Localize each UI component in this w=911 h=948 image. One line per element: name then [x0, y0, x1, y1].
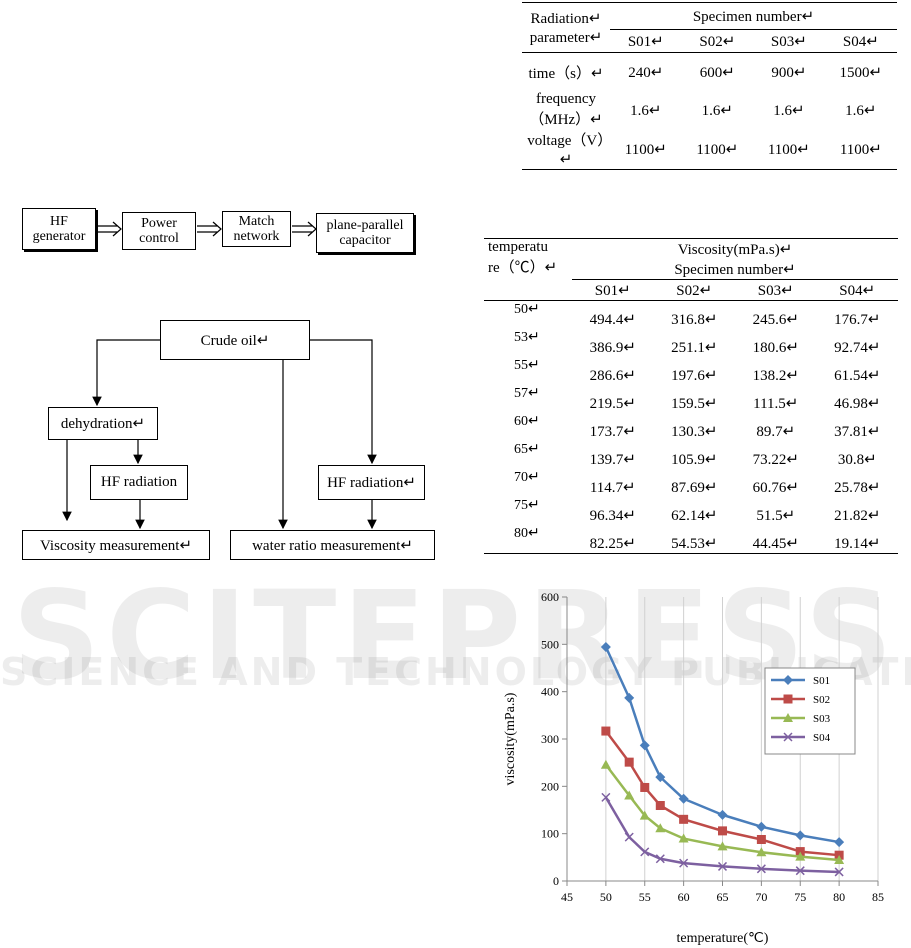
- table-cell: 173.7↵: [589, 424, 636, 440]
- flow-node: HF radiation↵: [318, 465, 425, 500]
- table-cell: 60↵: [514, 414, 540, 429]
- table-cell: 1.6↵: [845, 102, 877, 119]
- diagram-node: HF generator: [22, 208, 96, 250]
- table-header: temperatu re（℃）↵: [484, 238, 572, 301]
- table-cell: 75↵: [514, 498, 540, 513]
- table-cell: 286.6↵: [589, 368, 636, 384]
- table-cell: 130.3↵: [671, 424, 718, 440]
- table-row: 80↵ 82.25↵ 54.53↵ 44.45↵ 19.14↵: [484, 525, 898, 554]
- table-cell: 240↵: [628, 64, 664, 81]
- table-cell: 89.7↵: [756, 424, 796, 440]
- table-cell: 51.5↵: [756, 508, 796, 524]
- table-cell: 53↵: [514, 330, 540, 345]
- table-cell: 61.54↵: [834, 368, 881, 384]
- table-cell: 1100↵: [839, 141, 882, 158]
- table-cell: 316.8↵: [671, 312, 718, 328]
- table-cell: frequency（MHz）↵: [529, 91, 603, 128]
- table-cell: 1100↵: [696, 141, 739, 158]
- table-row: voltage（V）↵ 1100↵ 1100↵ 1100↵ 1100↵: [522, 129, 897, 170]
- table-cell: 176.7↵: [834, 312, 881, 328]
- table-row: 60↵ 173.7↵ 130.3↵ 89.7↵ 37.81↵: [484, 413, 898, 441]
- table-cell: 219.5↵: [589, 396, 636, 412]
- table-cell: 1100↵: [624, 141, 667, 158]
- flow-node: HF radiation: [90, 465, 188, 500]
- table-cell: 65↵: [514, 442, 540, 457]
- table-cell: 55↵: [514, 358, 540, 373]
- table-cell: time（s）↵: [528, 65, 604, 82]
- flow-node: Viscosity measurement↵: [22, 530, 210, 560]
- diagram-node: Match network: [222, 211, 291, 247]
- viscosity-table: temperatu re（℃）↵ Viscosity(mPa.s)↵ Speci…: [484, 238, 898, 554]
- table-cell: 138.2↵: [752, 368, 799, 384]
- column-header: S03↵: [753, 29, 825, 53]
- flow-node: dehydration↵: [48, 407, 158, 440]
- column-header: S01↵: [610, 29, 682, 53]
- table-cell: 82.25↵: [589, 536, 636, 552]
- flow-node: water ratio measurement↵: [230, 530, 435, 560]
- table-header: Specimen number↵: [674, 261, 796, 278]
- table-cell: 1500↵: [839, 64, 883, 81]
- table-cell: 60.76↵: [752, 480, 799, 496]
- table-cell: 37.81↵: [834, 424, 881, 440]
- table-header: Viscosity(mPa.s)↵: [677, 241, 793, 258]
- table-row: 50↵ 494.4↵ 316.8↵ 245.6↵ 176.7↵: [484, 301, 898, 330]
- table-cell: 105.9↵: [671, 452, 718, 468]
- column-header: S02↵: [681, 29, 754, 53]
- table-cell: 386.9↵: [589, 340, 636, 356]
- table-cell: 46.98↵: [834, 396, 881, 412]
- table-cell: 44.45↵: [752, 536, 799, 552]
- column-header: S01↵: [572, 279, 654, 301]
- table-cell: 80↵: [514, 526, 540, 541]
- table-cell: 57↵: [514, 386, 540, 401]
- table-cell: 30.8↵: [837, 452, 877, 468]
- table-cell: 114.7↵: [589, 480, 636, 496]
- table-row: time（s）↵ 240↵ 600↵ 900↵ 1500↵: [522, 53, 897, 92]
- table-cell: 21.82↵: [834, 508, 881, 524]
- table-cell: 1100↵: [767, 141, 810, 158]
- diagram-node: plane-parallel capacitor: [316, 213, 414, 253]
- table-cell: 180.6↵: [752, 340, 799, 356]
- column-header: S03↵: [735, 279, 817, 301]
- table-cell: 1.6↵: [630, 102, 662, 119]
- table-cell: 87.69↵: [671, 480, 718, 496]
- column-header: S04↵: [816, 279, 898, 301]
- table-cell: 111.5↵: [753, 396, 799, 412]
- table-cell: 25.78↵: [834, 480, 881, 496]
- table-cell: 900↵: [771, 64, 807, 81]
- column-header: S02↵: [653, 279, 735, 301]
- table-row: frequency（MHz）↵ 1.6↵ 1.6↵ 1.6↵ 1.6↵: [522, 91, 897, 129]
- table-header: Specimen number↵: [610, 2, 897, 30]
- table-cell: 50↵: [514, 302, 540, 317]
- column-header: S04↵: [824, 29, 897, 53]
- diagram-node: Power control: [122, 212, 196, 250]
- table-cell: voltage（V）↵: [527, 133, 605, 168]
- radiation-table: Radiation↵ parameter↵ Specimen number↵ S…: [522, 2, 897, 170]
- table-cell: 197.6↵: [671, 368, 718, 384]
- table-row: 53↵ 386.9↵ 251.1↵ 180.6↵ 92.74↵: [484, 329, 898, 357]
- table-cell: 1.6↵: [773, 102, 805, 119]
- table-cell: 1.6↵: [701, 102, 733, 119]
- flow-node: Crude oil↵: [160, 320, 310, 360]
- table-cell: 62.14↵: [671, 508, 718, 524]
- table-cell: 251.1↵: [671, 340, 718, 356]
- table-row: 70↵ 114.7↵ 87.69↵ 60.76↵ 25.78↵: [484, 469, 898, 497]
- table-cell: 139.7↵: [589, 452, 636, 468]
- table-cell: 245.6↵: [752, 312, 799, 328]
- table-cell: 92.74↵: [834, 340, 881, 356]
- table-cell: 54.53↵: [671, 536, 718, 552]
- table-row: 65↵ 139.7↵ 105.9↵ 73.22↵ 30.8↵: [484, 441, 898, 469]
- table-cell: 600↵: [699, 64, 735, 81]
- table-cell: 159.5↵: [671, 396, 718, 412]
- table-cell: 19.14↵: [834, 536, 881, 552]
- table-header: Radiation↵ parameter↵: [522, 2, 610, 53]
- table-cell: 96.34↵: [589, 508, 636, 524]
- table-row: 57↵ 219.5↵ 159.5↵ 111.5↵ 46.98↵: [484, 385, 898, 413]
- table-row: 55↵ 286.6↵ 197.6↵ 138.2↵ 61.54↵: [484, 357, 898, 385]
- table-row: 75↵ 96.34↵ 62.14↵ 51.5↵ 21.82↵: [484, 497, 898, 525]
- table-cell: 494.4↵: [589, 312, 636, 328]
- table-cell: 70↵: [514, 470, 540, 485]
- table-cell: 73.22↵: [752, 452, 799, 468]
